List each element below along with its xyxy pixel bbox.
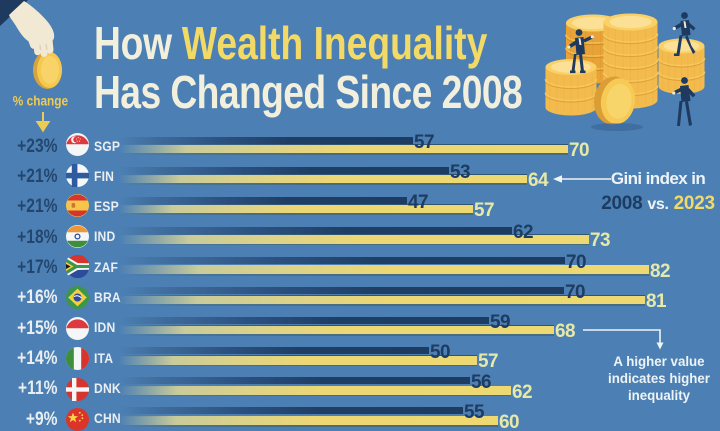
svg-text:% change: % change	[13, 93, 68, 109]
